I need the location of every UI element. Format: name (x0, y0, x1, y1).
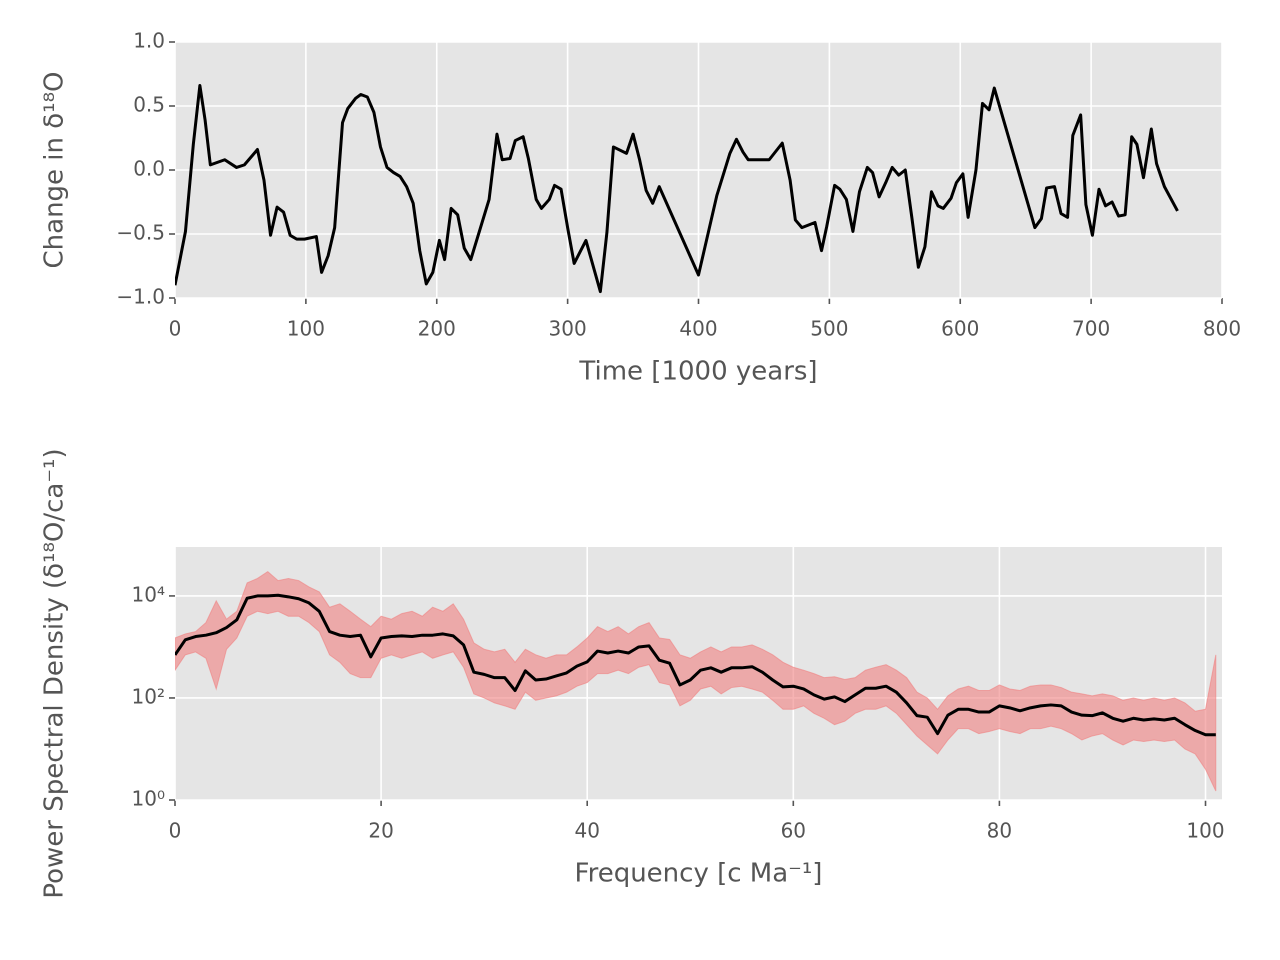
y-tick-label: 10² (132, 684, 165, 708)
y-tick-label: 0.5 (133, 93, 165, 117)
x-tick-label: 500 (810, 317, 848, 341)
x-tick-label: 60 (781, 819, 806, 843)
plot-content (175, 570, 1217, 792)
plot-content (175, 84, 1179, 294)
x-axis-label: Frequency [c Ma⁻¹] (575, 859, 823, 889)
x-tick-label: 80 (987, 819, 1012, 843)
y-tick-label: 0.0 (133, 157, 165, 181)
data-line (175, 84, 1179, 294)
x-tick-label: 100 (1186, 819, 1224, 843)
x-tick-label: 100 (287, 317, 325, 341)
x-tick-label: 40 (574, 819, 599, 843)
confidence-band (175, 570, 1217, 792)
x-tick-label: 200 (418, 317, 456, 341)
x-tick-label: 700 (1072, 317, 1110, 341)
x-tick-label: 300 (549, 317, 587, 341)
x-tick-label: 600 (941, 317, 979, 341)
x-tick-label: 400 (679, 317, 717, 341)
y-tick-label: 1.0 (133, 29, 165, 53)
x-tick-label: 0 (169, 819, 182, 843)
y-tick-label: −1.0 (116, 285, 165, 309)
data-line (175, 593, 1216, 737)
y-axis-label: Power Spectral Density (δ¹⁸O/ca⁻¹) (40, 448, 70, 898)
x-tick-label: 0 (169, 317, 182, 341)
y-axis-label: Change in δ¹⁸O (40, 72, 70, 269)
x-axis-label: Time [1000 years] (578, 357, 817, 387)
y-tick-label: 10⁰ (132, 787, 165, 811)
x-tick-label: 20 (368, 819, 393, 843)
y-tick-label: 10⁴ (132, 582, 165, 606)
y-tick-label: −0.5 (116, 221, 165, 245)
x-tick-label: 800 (1203, 317, 1241, 341)
